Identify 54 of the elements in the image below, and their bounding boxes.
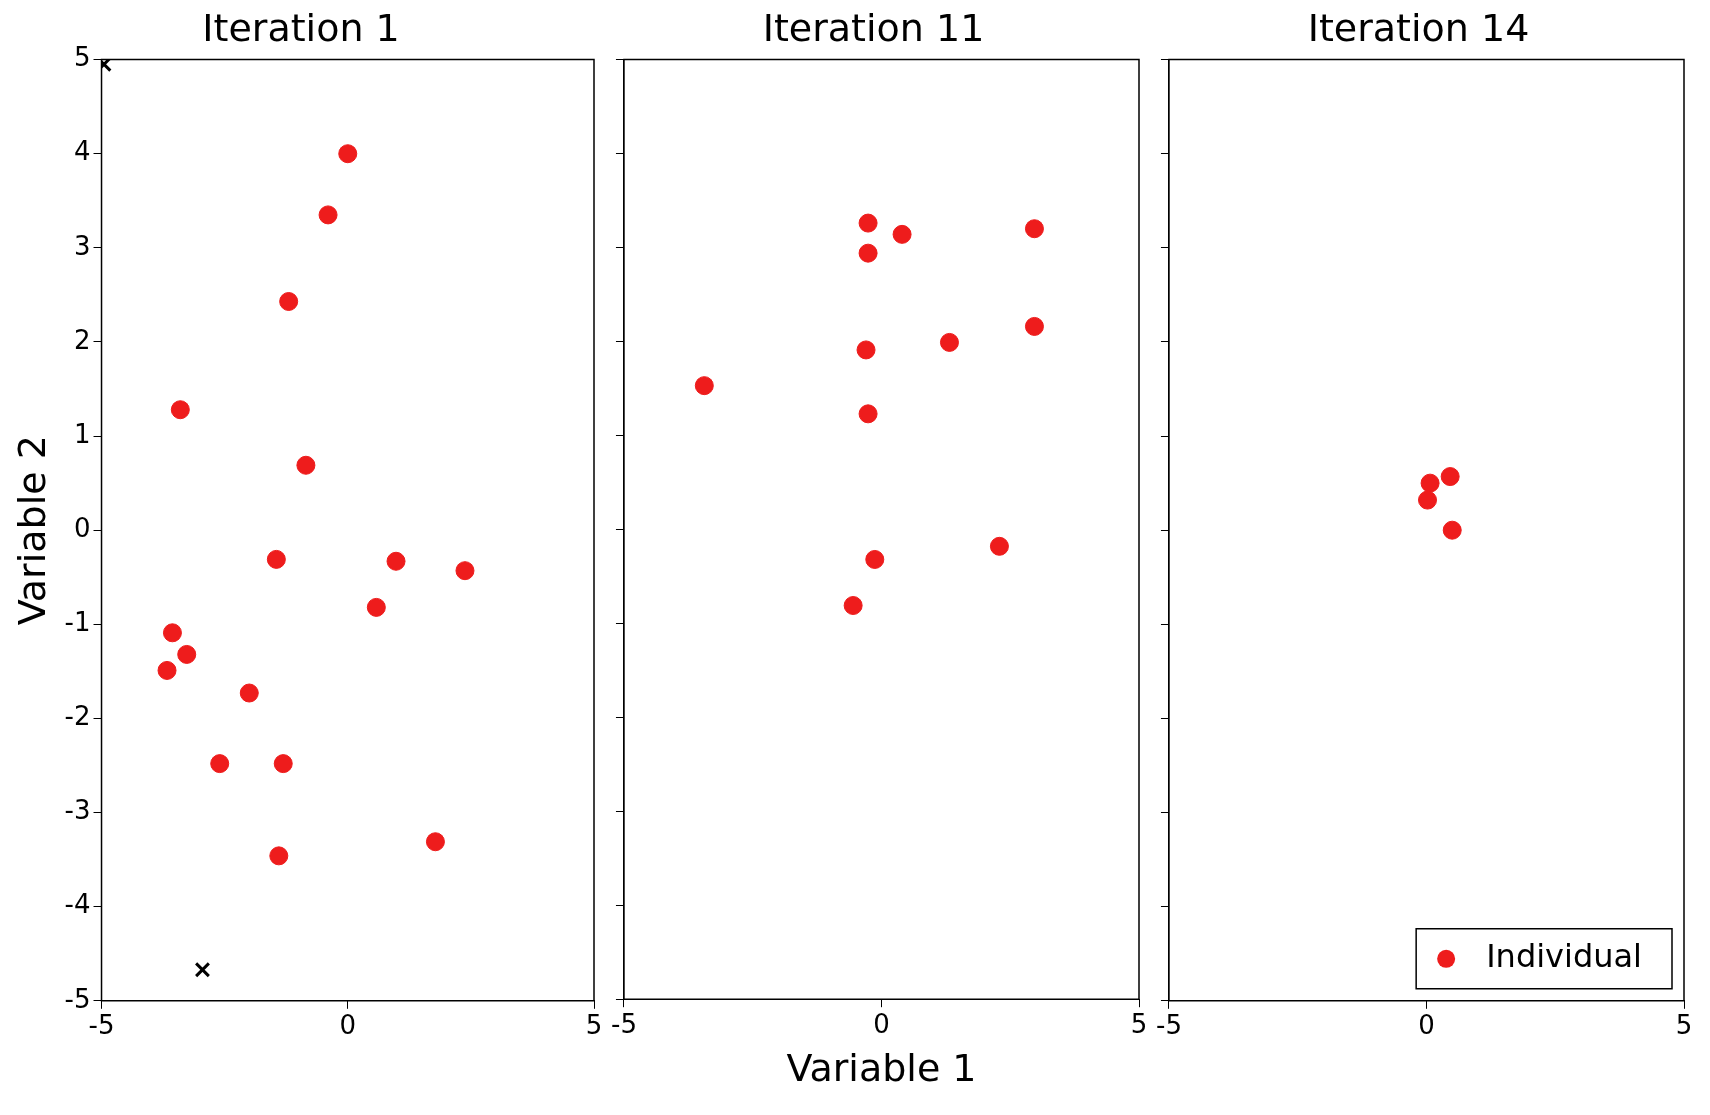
y-tick-label: 5	[73, 42, 91, 73]
chart-title: Iteration 14	[1307, 5, 1530, 50]
point	[425, 832, 445, 852]
y-tick-label: 1	[73, 418, 91, 449]
x-tick-label: 0	[339, 1010, 357, 1041]
point	[858, 243, 878, 263]
y-axis-title: Variable 2	[9, 435, 54, 626]
point	[843, 596, 863, 616]
point	[269, 846, 289, 866]
y-tick-label: -4	[64, 889, 91, 920]
x-tick-label: 5	[1675, 1010, 1693, 1041]
point	[157, 660, 177, 680]
x-tick-label: 0	[1418, 1010, 1435, 1041]
point	[858, 404, 878, 424]
y-tick-label: 4	[73, 136, 91, 167]
chart-title: Iteration 11	[762, 5, 985, 50]
point	[939, 332, 959, 352]
point	[455, 561, 475, 581]
x-axis-title: Variable 1	[786, 1046, 977, 1091]
point	[858, 213, 878, 233]
y-tick-label: 2	[73, 324, 91, 355]
x-tick-label: 5	[585, 1010, 603, 1041]
point	[1024, 316, 1044, 336]
y-tick-label: -5	[64, 983, 91, 1014]
y-tick-label: -2	[64, 701, 91, 732]
point	[865, 549, 885, 569]
point	[177, 644, 197, 664]
y-tick-label: 0	[73, 512, 91, 543]
point	[386, 551, 406, 571]
y-tick-label: -3	[64, 795, 91, 826]
x-tick-label: -5	[610, 1008, 637, 1039]
y-tick-label: -1	[64, 607, 91, 638]
legend-label: Individual	[1486, 937, 1642, 976]
point	[239, 683, 259, 703]
point	[279, 291, 299, 311]
point	[694, 376, 714, 396]
point	[273, 754, 293, 774]
point	[318, 205, 338, 225]
chart-title: Iteration 1	[202, 5, 400, 50]
point	[856, 340, 876, 360]
point	[170, 400, 190, 420]
x-tick-label: 0	[873, 1008, 890, 1039]
point	[266, 549, 286, 569]
point	[296, 455, 316, 475]
point	[162, 623, 182, 643]
point	[210, 754, 230, 774]
point	[366, 597, 386, 617]
point	[338, 144, 358, 164]
point	[1024, 219, 1044, 239]
x-tick-label: -5	[1155, 1010, 1182, 1041]
point	[989, 536, 1009, 556]
x-tick-label: 5	[1130, 1008, 1148, 1039]
point	[892, 224, 912, 244]
y-tick-label: 3	[73, 230, 91, 261]
